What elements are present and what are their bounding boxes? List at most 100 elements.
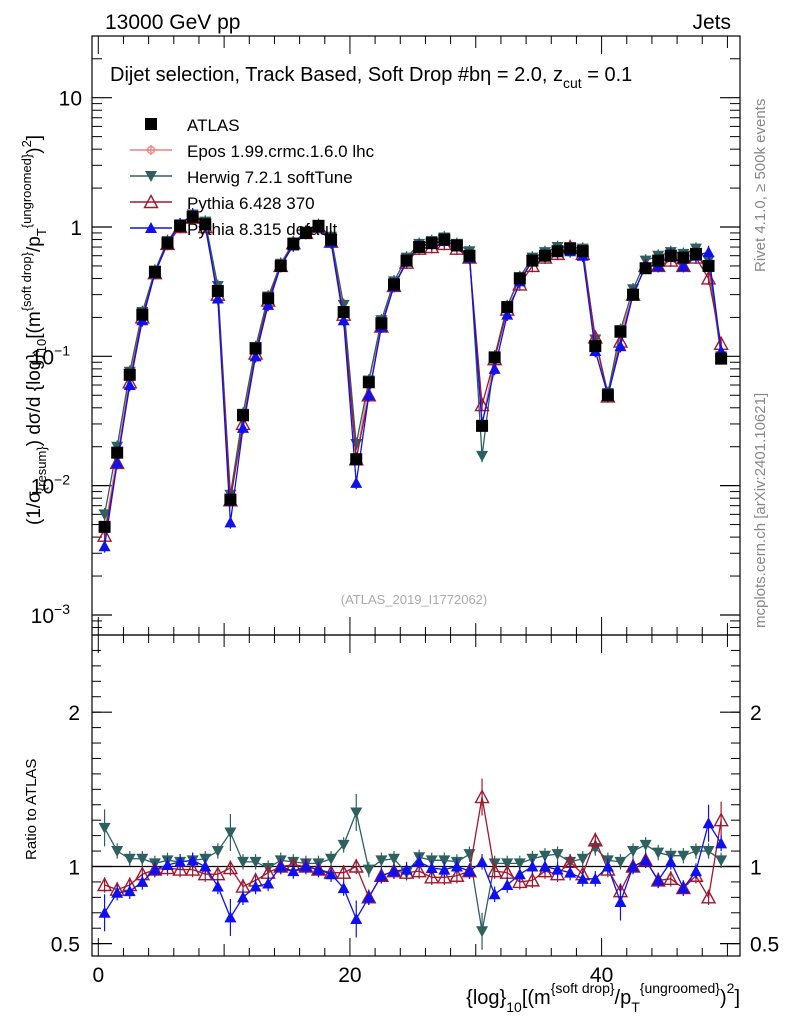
- series-atlas-point-42: [627, 288, 640, 301]
- series-atlas-point-40: [601, 389, 614, 402]
- ratio-series-py8-point-40: [601, 860, 614, 872]
- series-atlas-point-46: [677, 251, 690, 264]
- main-y-axis-label: (1/σ{resum}) dσ/d {log}10[(m{soft drop}/…: [19, 135, 49, 525]
- series-py8-point-48: [702, 246, 715, 258]
- ratio-series-herwig-point-18: [325, 853, 338, 865]
- ratio-series-py6-point-28: [449, 867, 465, 882]
- ratio-series-py8-point-3: [136, 875, 149, 887]
- ratio-series-py8-point-19: [337, 882, 350, 894]
- series-atlas-point-30: [476, 419, 489, 432]
- ratio-series-py8-point-47: [689, 865, 702, 877]
- legend-label-herwig: Herwig 7.2.1 softTune: [187, 168, 353, 187]
- ratio-series-py8-point-38: [576, 872, 589, 884]
- ratio-series-py8-point-46: [677, 882, 690, 894]
- series-atlas-point-32: [501, 301, 514, 314]
- ratio-series-py8-point-8: [199, 860, 212, 872]
- series-atlas-point-36: [551, 245, 564, 258]
- legend-label-epos: Epos 1.99.crmc.1.6.0 lhc: [187, 142, 375, 161]
- ratio-series-herwig-point-38: [576, 853, 589, 865]
- ratio-series-herwig-point-36: [551, 849, 564, 861]
- ratio-series-py8: [98, 804, 728, 938]
- ratio-series-py6-point-0: [96, 877, 113, 892]
- series-atlas-point-17: [312, 219, 325, 232]
- ratio-series-py8-point-17: [312, 863, 325, 875]
- series-py6-line: [103, 216, 722, 536]
- ratio-series-py8-point-5: [161, 858, 174, 870]
- ratio-panel-frame: [91, 634, 741, 957]
- ratio-series-herwig-point-42: [627, 846, 640, 858]
- ratio-y-tick-label-2: 2: [68, 702, 80, 725]
- header-energy: 13000 GeV pp: [105, 11, 240, 34]
- ratio-series-herwig-point-35: [538, 850, 551, 862]
- ratio-series-py6-point-34: [524, 872, 541, 887]
- ratio-series-py8-point-12: [249, 880, 262, 892]
- ratio-series-herwig-point-29: [463, 849, 476, 861]
- series-atlas-point-9: [211, 285, 224, 298]
- ratio-y-tick-label-right-0: 0.5: [750, 934, 779, 957]
- series-py8-point-9: [211, 292, 224, 304]
- legend-marker-epos-cross: [146, 145, 156, 155]
- series-py8-point-20: [350, 476, 363, 488]
- ratio-series-herwig-point-22: [375, 855, 388, 867]
- series-herwig-line: [103, 213, 722, 515]
- series-atlas-point-23: [387, 278, 400, 291]
- legend-label-py8: Pythia 8.315 default: [187, 220, 338, 239]
- series-atlas-point-43: [639, 262, 652, 275]
- series-atlas-point-37: [564, 242, 577, 255]
- ratio-series-py6-point-8: [197, 866, 213, 881]
- plot-title-tail: = 0.1: [582, 64, 633, 86]
- ratio-series-py8-point-31: [488, 888, 501, 900]
- ratio-series-py8-point-9: [211, 880, 224, 892]
- legend: ATLAS Epos 1.99.crmc.1.6.0 lhc Herwig 7.2.…: [130, 116, 375, 239]
- main-y-tick-label-2: 10−1: [31, 342, 71, 369]
- mcplots-label: mcplots.cern.ch [arXiv:2401.10621]: [752, 393, 769, 628]
- ratio-y-tick-label-0: 0.5: [51, 934, 80, 957]
- ratio-series-py8-point-49: [715, 837, 728, 849]
- series-atlas-point-18: [325, 233, 338, 246]
- ratio-series-herwig-point-46: [677, 850, 690, 862]
- ratio-series-py8-point-25: [413, 855, 426, 867]
- ratio-series-py8-point-43: [639, 854, 652, 866]
- ratio-series-py6-point-20: [348, 858, 364, 873]
- ratio-series-herwig-point-47: [689, 846, 702, 858]
- series-atlas-point-1: [111, 446, 124, 459]
- ratio-series-py6-point-6: [172, 861, 188, 876]
- ratio-series-herwig-point-44: [652, 847, 665, 859]
- ratio-series-py8-point-16: [299, 860, 312, 872]
- ratio-series-py6-point-10: [222, 860, 239, 875]
- series-atlas-point-44: [652, 254, 665, 267]
- series-py8-point-41: [614, 340, 627, 352]
- ratio-series-herwig-point-32: [501, 858, 514, 870]
- ratio-series-py8-point-35: [538, 860, 551, 872]
- ratio-series-herwig-point-19: [337, 839, 350, 851]
- ratio-series-py6-point-49: [713, 812, 729, 827]
- series-atlas-point-5: [161, 237, 174, 250]
- x-tick-label-0: 0: [92, 964, 104, 987]
- series-atlas-point-14: [274, 259, 287, 272]
- ratio-series-herwig-point-49: [715, 855, 728, 867]
- series-atlas-point-25: [413, 241, 426, 254]
- ratio-series-py8-point-28: [450, 860, 463, 872]
- series-py8: [98, 208, 728, 553]
- series-atlas-point-28: [450, 239, 463, 252]
- series-py8-point-12: [249, 350, 262, 362]
- series-atlas-point-12: [249, 342, 262, 355]
- series-py8-point-0: [98, 540, 111, 552]
- ratio-series-py8-point-33: [513, 868, 526, 880]
- ratio-series-herwig-point-20: [350, 807, 363, 819]
- ratio-series-py8-point-1: [111, 886, 124, 898]
- ratio-series-py8-point-10: [224, 911, 237, 923]
- ratio-y-axis-label: Ratio to ATLAS: [23, 759, 40, 860]
- legend-marker-herwig: [145, 171, 157, 182]
- x-tick-label-1: 20: [338, 964, 361, 987]
- series-atlas-point-15: [287, 237, 300, 250]
- header-process: Jets: [692, 11, 731, 34]
- legend-marker-py6: [143, 194, 159, 209]
- plot-title-sub: cut: [563, 75, 582, 91]
- ratio-series-py6-point-27: [436, 869, 452, 884]
- ratio-series-herwig-point-10: [224, 827, 237, 839]
- series-atlas-point-39: [589, 340, 602, 353]
- series-atlas-point-16: [299, 226, 312, 239]
- ratio-series-herwig-point-30: [476, 926, 489, 938]
- plot-title: Dijet selection, Track Based, Soft Drop …: [110, 64, 632, 91]
